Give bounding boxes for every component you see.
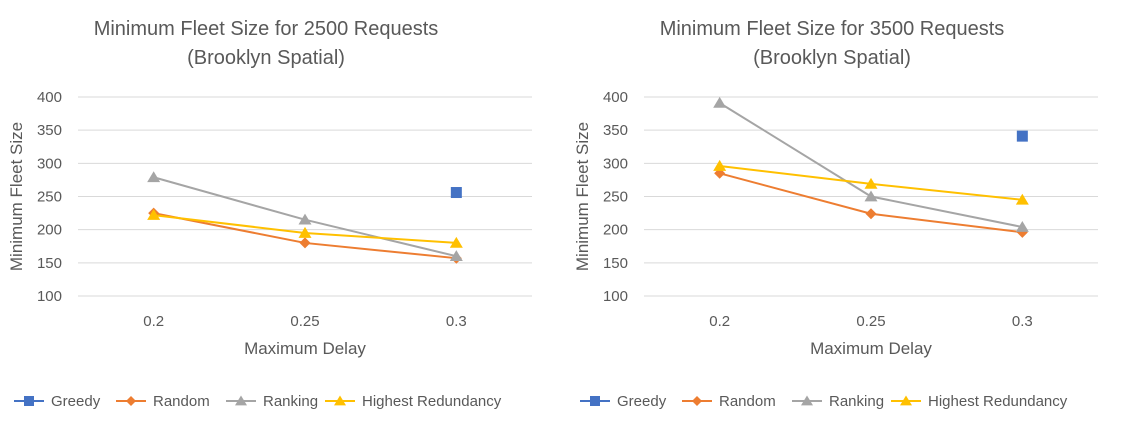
x-axis-title: Maximum Delay <box>810 339 932 358</box>
legend-marker-ranking <box>235 395 247 406</box>
legend-item-ranking: Ranking <box>226 393 318 410</box>
data-point-ranking-0-2 <box>147 171 161 183</box>
data-point-highest-redundancy-0-25 <box>864 177 878 189</box>
y-tick-label-100: 100 <box>37 288 62 305</box>
y-tick-label-200: 200 <box>37 222 62 239</box>
data-point-ranking-0-25 <box>298 213 312 225</box>
y-tick-label-300: 300 <box>37 155 62 172</box>
fleet-size-chart-2500: Minimum Fleet Size for 2500 Requests (Bro… <box>7 18 532 410</box>
legend-label-greedy: Greedy <box>51 393 101 410</box>
legend-item-highest-redundancy: Highest Redundancy <box>325 393 502 410</box>
data-point-greedy-0-3 <box>450 187 462 199</box>
chart-panel-3500-requests: Minimum Fleet Size for 3500 Requests (Bro… <box>566 0 1132 423</box>
fleet-size-chart-3500: Minimum Fleet Size for 3500 Requests (Bro… <box>573 18 1098 410</box>
y-tick-label-150: 150 <box>37 255 62 272</box>
x-tick-label-0-25: 0.25 <box>856 313 885 330</box>
legend-label-random: Random <box>719 393 776 410</box>
legend-marker-greedy <box>24 396 34 406</box>
y-tick-label-250: 250 <box>37 189 62 206</box>
data-point-ranking-0-25 <box>864 190 878 202</box>
data-point-greedy-0-3 <box>1016 130 1028 142</box>
chart-title-line-1: Minimum Fleet Size for 3500 Requests <box>660 18 1005 40</box>
legend-label-greedy: Greedy <box>617 393 667 410</box>
data-point-ranking-0-3 <box>1015 220 1029 232</box>
x-tick-label-0-2: 0.2 <box>143 313 164 330</box>
x-tick-label-0-3: 0.3 <box>446 313 467 330</box>
plot-area <box>147 171 463 264</box>
x-tick-label-0-3: 0.3 <box>1012 313 1033 330</box>
y-axis: 100 150 200 250 300 350 400 <box>37 89 532 305</box>
x-axis: 0.2 0.25 0.3 <box>709 313 1033 330</box>
data-point-highest-redundancy-0-2 <box>713 159 727 171</box>
legend: Greedy Random Ranking Highest Redundancy <box>14 393 502 410</box>
legend-label-random: Random <box>153 393 210 410</box>
y-tick-label-200: 200 <box>603 222 628 239</box>
legend-item-highest-redundancy: Highest Redundancy <box>891 393 1068 410</box>
legend-marker-greedy <box>590 396 600 406</box>
data-point-random-0-25 <box>299 237 311 249</box>
y-tick-label-400: 400 <box>37 89 62 106</box>
y-axis-title: Minimum Fleet Size <box>573 122 592 271</box>
y-tick-label-350: 350 <box>37 122 62 139</box>
data-point-highest-redundancy-0-3 <box>449 236 463 248</box>
legend-marker-random <box>126 396 136 406</box>
legend-item-ranking: Ranking <box>792 393 884 410</box>
chart-title: Minimum Fleet Size for 3500 Requests (Bro… <box>660 18 1005 69</box>
legend-marker-random <box>692 396 702 406</box>
data-point-highest-redundancy-0-25 <box>298 226 312 238</box>
legend-marker-ranking <box>801 395 813 406</box>
x-tick-label-0-25: 0.25 <box>290 313 319 330</box>
y-tick-label-250: 250 <box>603 189 628 206</box>
plot-area <box>713 96 1029 238</box>
y-tick-label-300: 300 <box>603 155 628 172</box>
legend-item-random: Random <box>116 393 210 410</box>
data-point-ranking-0-2 <box>713 96 727 108</box>
data-point-random-0-25 <box>865 208 877 220</box>
x-axis-title: Maximum Delay <box>244 339 366 358</box>
x-tick-label-0-2: 0.2 <box>709 313 730 330</box>
data-point-ranking-0-3 <box>449 250 463 262</box>
chart-title-line-2: (Brooklyn Spatial) <box>187 47 345 69</box>
x-axis: 0.2 0.25 0.3 <box>143 313 467 330</box>
chart-title-line-1: Minimum Fleet Size for 2500 Requests <box>94 18 439 40</box>
chart-title-line-2: (Brooklyn Spatial) <box>753 47 911 69</box>
legend-marker-highest-redundancy <box>334 395 346 406</box>
y-tick-label-100: 100 <box>603 288 628 305</box>
chart-title: Minimum Fleet Size for 2500 Requests (Bro… <box>94 18 439 69</box>
y-axis-title: Minimum Fleet Size <box>7 122 26 271</box>
y-tick-label-150: 150 <box>603 255 628 272</box>
legend: Greedy Random Ranking Highest Redundancy <box>580 393 1068 410</box>
legend-label-highest-redundancy: Highest Redundancy <box>928 393 1068 410</box>
y-tick-label-350: 350 <box>603 122 628 139</box>
legend-item-greedy: Greedy <box>14 393 101 410</box>
legend-label-ranking: Ranking <box>829 393 884 410</box>
data-point-highest-redundancy-0-2 <box>147 209 161 220</box>
legend-item-greedy: Greedy <box>580 393 667 410</box>
legend-label-highest-redundancy: Highest Redundancy <box>362 393 502 410</box>
data-point-highest-redundancy-0-3 <box>1015 193 1029 205</box>
legend-item-random: Random <box>682 393 776 410</box>
chart-panel-2500-requests: Minimum Fleet Size for 2500 Requests (Bro… <box>0 0 566 423</box>
y-tick-label-400: 400 <box>603 89 628 106</box>
legend-marker-highest-redundancy <box>900 395 912 406</box>
legend-label-ranking: Ranking <box>263 393 318 410</box>
